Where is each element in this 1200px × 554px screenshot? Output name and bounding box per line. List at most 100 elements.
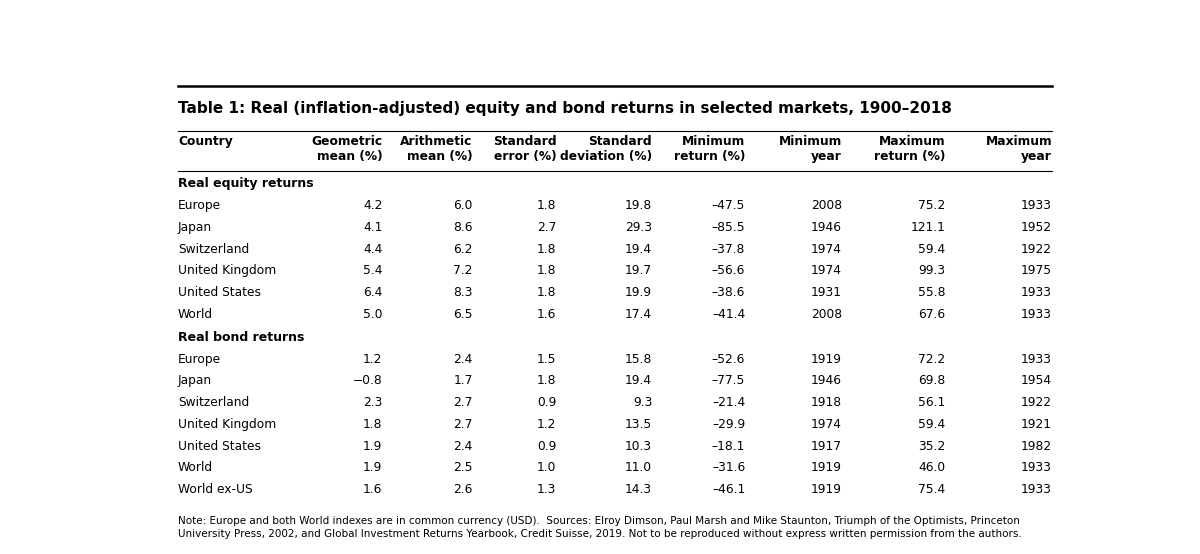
Text: 14.3: 14.3 <box>625 483 653 496</box>
Text: 15.8: 15.8 <box>625 353 653 366</box>
Text: 2.5: 2.5 <box>454 461 473 474</box>
Text: 67.6: 67.6 <box>918 308 946 321</box>
Text: United States: United States <box>178 440 260 453</box>
Text: World ex-US: World ex-US <box>178 483 252 496</box>
Text: 2.7: 2.7 <box>538 221 557 234</box>
Text: –47.5: –47.5 <box>712 199 745 212</box>
Text: 1.9: 1.9 <box>364 461 383 474</box>
Text: 1931: 1931 <box>811 286 842 299</box>
Text: Europe: Europe <box>178 199 221 212</box>
Text: 2008: 2008 <box>811 308 842 321</box>
Text: 1921: 1921 <box>1021 418 1052 431</box>
Text: 19.4: 19.4 <box>625 375 653 387</box>
Text: 1.8: 1.8 <box>536 243 557 255</box>
Text: Maximum
return (%): Maximum return (%) <box>874 135 946 163</box>
Text: 19.4: 19.4 <box>625 243 653 255</box>
Text: –52.6: –52.6 <box>712 353 745 366</box>
Text: 1933: 1933 <box>1021 308 1052 321</box>
Text: 1922: 1922 <box>1021 396 1052 409</box>
Text: 4.2: 4.2 <box>364 199 383 212</box>
Text: 1.9: 1.9 <box>364 440 383 453</box>
Text: 75.2: 75.2 <box>918 199 946 212</box>
Text: 2.7: 2.7 <box>454 418 473 431</box>
Text: World: World <box>178 461 214 474</box>
Text: 17.4: 17.4 <box>625 308 653 321</box>
Text: 2.6: 2.6 <box>454 483 473 496</box>
Text: 2.7: 2.7 <box>454 396 473 409</box>
Text: –41.4: –41.4 <box>712 308 745 321</box>
Text: −0.8: −0.8 <box>353 375 383 387</box>
Text: 1.2: 1.2 <box>538 418 557 431</box>
Text: 6.0: 6.0 <box>454 199 473 212</box>
Text: 56.1: 56.1 <box>918 396 946 409</box>
Text: 1.8: 1.8 <box>536 199 557 212</box>
Text: 1974: 1974 <box>811 264 842 278</box>
Text: United Kingdom: United Kingdom <box>178 264 276 278</box>
Text: 1933: 1933 <box>1021 461 1052 474</box>
Text: 1919: 1919 <box>811 483 842 496</box>
Text: Minimum
return (%): Minimum return (%) <box>674 135 745 163</box>
Text: Table 1: Real (inflation-adjusted) equity and bond returns in selected markets, : Table 1: Real (inflation-adjusted) equit… <box>178 101 952 116</box>
Text: –77.5: –77.5 <box>712 375 745 387</box>
Text: –56.6: –56.6 <box>712 264 745 278</box>
Text: 1919: 1919 <box>811 353 842 366</box>
Text: 10.3: 10.3 <box>625 440 653 453</box>
Text: Japan: Japan <box>178 375 212 387</box>
Text: 1975: 1975 <box>1021 264 1052 278</box>
Text: 19.8: 19.8 <box>625 199 653 212</box>
Text: 1918: 1918 <box>811 396 842 409</box>
Text: 29.3: 29.3 <box>625 221 653 234</box>
Text: 5.4: 5.4 <box>364 264 383 278</box>
Text: 1.8: 1.8 <box>536 375 557 387</box>
Text: 1946: 1946 <box>811 221 842 234</box>
Text: 1917: 1917 <box>811 440 842 453</box>
Text: 99.3: 99.3 <box>918 264 946 278</box>
Text: 59.4: 59.4 <box>918 418 946 431</box>
Text: –85.5: –85.5 <box>712 221 745 234</box>
Text: 1933: 1933 <box>1021 199 1052 212</box>
Text: Standard
deviation (%): Standard deviation (%) <box>560 135 653 163</box>
Text: 6.4: 6.4 <box>364 286 383 299</box>
Text: 1.3: 1.3 <box>538 483 557 496</box>
Text: 5.0: 5.0 <box>364 308 383 321</box>
Text: World: World <box>178 308 214 321</box>
Text: 55.8: 55.8 <box>918 286 946 299</box>
Text: 1.6: 1.6 <box>364 483 383 496</box>
Text: 1982: 1982 <box>1021 440 1052 453</box>
Text: 1919: 1919 <box>811 461 842 474</box>
Text: 13.5: 13.5 <box>625 418 653 431</box>
Text: 1974: 1974 <box>811 243 842 255</box>
Text: –37.8: –37.8 <box>712 243 745 255</box>
Text: 59.4: 59.4 <box>918 243 946 255</box>
Text: 1952: 1952 <box>1021 221 1052 234</box>
Text: 6.2: 6.2 <box>454 243 473 255</box>
Text: United States: United States <box>178 286 260 299</box>
Text: Switzerland: Switzerland <box>178 243 250 255</box>
Text: 0.9: 0.9 <box>538 396 557 409</box>
Text: Arithmetic
mean (%): Arithmetic mean (%) <box>401 135 473 163</box>
Text: 2.3: 2.3 <box>364 396 383 409</box>
Text: 9.3: 9.3 <box>632 396 653 409</box>
Text: 7.2: 7.2 <box>454 264 473 278</box>
Text: 1974: 1974 <box>811 418 842 431</box>
Text: Real bond returns: Real bond returns <box>178 331 305 344</box>
Text: Minimum
year: Minimum year <box>779 135 842 163</box>
Text: 8.6: 8.6 <box>454 221 473 234</box>
Text: 1.0: 1.0 <box>538 461 557 474</box>
Text: 4.1: 4.1 <box>364 221 383 234</box>
Text: 1954: 1954 <box>1021 375 1052 387</box>
Text: 69.8: 69.8 <box>918 375 946 387</box>
Text: 1933: 1933 <box>1021 483 1052 496</box>
Text: –29.9: –29.9 <box>712 418 745 431</box>
Text: 19.9: 19.9 <box>625 286 653 299</box>
Text: –31.6: –31.6 <box>712 461 745 474</box>
Text: –18.1: –18.1 <box>712 440 745 453</box>
Text: 1.8: 1.8 <box>364 418 383 431</box>
Text: Standard
error (%): Standard error (%) <box>493 135 557 163</box>
Text: Europe: Europe <box>178 353 221 366</box>
Text: 11.0: 11.0 <box>625 461 653 474</box>
Text: 1.2: 1.2 <box>364 353 383 366</box>
Text: 1.8: 1.8 <box>536 264 557 278</box>
Text: 1933: 1933 <box>1021 286 1052 299</box>
Text: Maximum
year: Maximum year <box>985 135 1052 163</box>
